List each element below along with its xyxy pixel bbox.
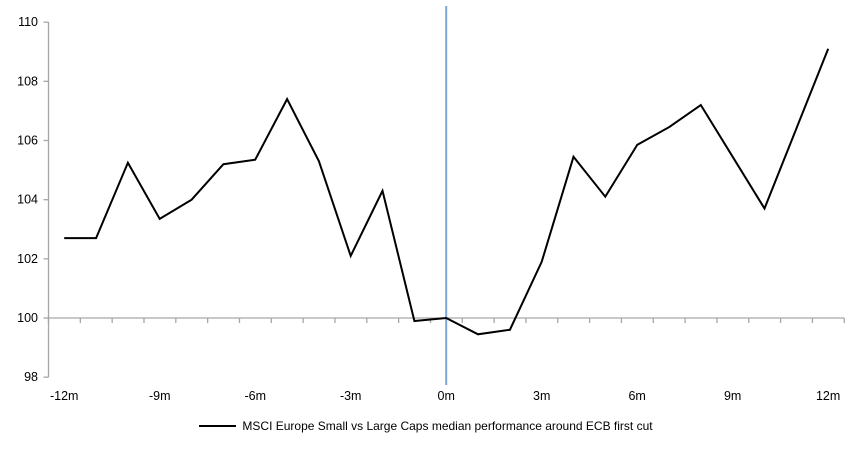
y-tick-label: 98 — [24, 370, 38, 384]
x-tick-label: 6m — [628, 389, 645, 403]
y-tick-label: 106 — [17, 134, 38, 148]
x-tick-label: 9m — [724, 389, 741, 403]
x-tick-label: 12m — [816, 389, 840, 403]
legend-label: MSCI Europe Small vs Large Caps median p… — [242, 419, 653, 433]
series-line — [64, 48, 830, 336]
x-tick-label: -3m — [340, 389, 362, 403]
legend: MSCI Europe Small vs Large Caps median p… — [0, 419, 852, 433]
x-tick-label: -6m — [244, 389, 266, 403]
y-tick-label: 110 — [18, 15, 38, 29]
x-tick-label: 3m — [533, 389, 550, 403]
y-tick-label: 108 — [17, 74, 38, 88]
y-tick-label: 100 — [17, 311, 38, 325]
x-tick-label: -12m — [50, 389, 78, 403]
legend-line-sample — [199, 425, 237, 427]
x-tick-label: -9m — [149, 389, 171, 403]
x-tick-label: 0m — [438, 389, 455, 403]
y-tick-label: 102 — [17, 252, 38, 266]
y-tick-label: 104 — [17, 193, 38, 207]
